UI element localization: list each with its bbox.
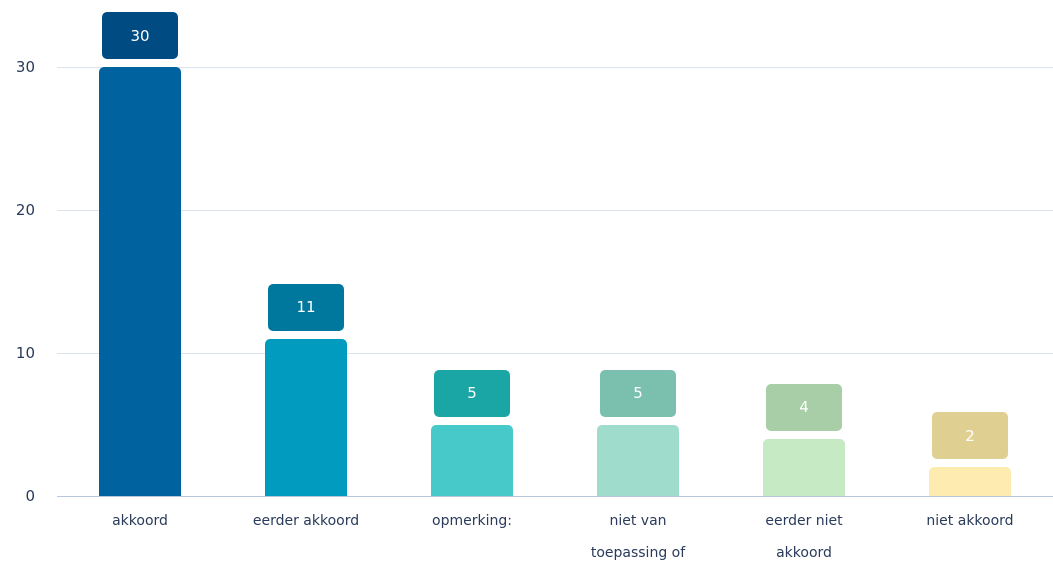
- x-tick-label: opmerking:: [432, 513, 512, 529]
- y-tick-label: 20: [15, 201, 35, 219]
- grid-line: [57, 353, 1053, 354]
- bar: [265, 338, 347, 496]
- bar: [597, 424, 679, 496]
- value-label: 4: [766, 383, 842, 431]
- bar: [763, 438, 845, 496]
- value-label: 2: [932, 412, 1008, 460]
- bar: [99, 67, 181, 496]
- x-tick-label: eerder niet akkoord: [765, 513, 843, 561]
- y-tick-label: 10: [15, 344, 35, 362]
- x-tick-label: akkoord: [112, 513, 168, 529]
- y-tick-label: 30: [15, 58, 35, 76]
- y-tick-label: 0: [25, 487, 35, 505]
- value-label: 5: [434, 369, 510, 417]
- grid-line: [57, 67, 1053, 68]
- bar: [929, 467, 1011, 496]
- bar: [431, 424, 513, 496]
- x-tick-label: eerder akkoord: [252, 513, 360, 529]
- grid-line: [57, 210, 1053, 211]
- value-label: 5: [600, 369, 676, 417]
- value-label: 11: [268, 283, 344, 331]
- x-axis: [57, 496, 1053, 497]
- value-label: 30: [102, 12, 178, 59]
- x-tick-label: niet akkoord: [926, 513, 1014, 529]
- x-tick-label: niet van toepassing of: [590, 513, 686, 561]
